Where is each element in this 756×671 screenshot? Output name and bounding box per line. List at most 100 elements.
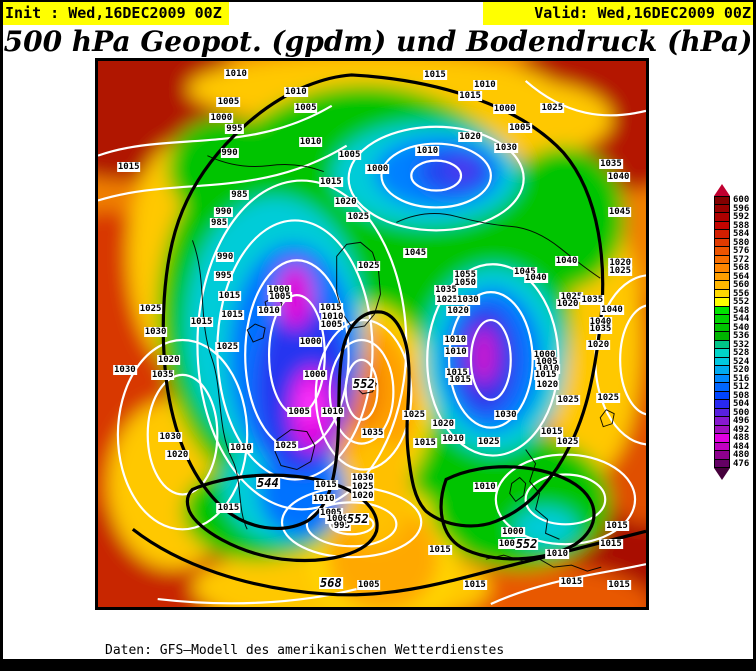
pressure-label: 1015 xyxy=(314,479,338,490)
colorbar-tick-label: 500 xyxy=(733,407,750,418)
colorbar-cell xyxy=(714,323,730,332)
pressure-label: 1015 xyxy=(533,369,558,380)
colorbar-cell xyxy=(714,213,730,222)
colorbar-arrow-up-icon xyxy=(714,184,730,196)
pressure-label: 995 xyxy=(225,123,244,134)
colorbar-cell xyxy=(714,383,730,392)
colorbar-cell xyxy=(714,255,730,264)
colorbar-cell xyxy=(714,366,730,375)
colorbar-tick-label: 524 xyxy=(733,356,750,367)
colorbar-tick-label: 572 xyxy=(733,254,750,265)
colorbar-cell xyxy=(714,247,730,256)
pressure-label: 1025 xyxy=(356,261,381,272)
pressure-label: 1020 xyxy=(446,306,470,317)
pressure-label: 1020 xyxy=(165,449,190,460)
pressure-label: 1025 xyxy=(138,303,163,314)
colorbar-tick-label: 564 xyxy=(733,271,750,282)
colorbar-tick-label: 568 xyxy=(733,263,750,273)
pressure-label: 1035 xyxy=(588,324,613,335)
height-contour-label: 552 xyxy=(345,511,370,526)
colorbar-tick-label: 504 xyxy=(733,399,750,409)
pressure-label: 1000 xyxy=(266,285,291,296)
pressure-label: 1005 xyxy=(337,150,362,161)
height-contour-label: 544 xyxy=(256,475,280,490)
colorbar-cell xyxy=(714,289,730,298)
pressure-label: 1040 xyxy=(600,304,624,315)
pressure-label: 1010 xyxy=(298,136,323,147)
pressure-label: 1015 xyxy=(458,90,482,101)
pressure-label: 1025 xyxy=(435,295,459,306)
pressure-label: 1010 xyxy=(473,80,497,91)
colorbar-labels: 600 596 592 588 584 580 576 572 568 564 560 556 552 5… xyxy=(733,196,755,468)
pressure-label: 1015 xyxy=(599,539,623,550)
pressure-label: 1025 xyxy=(346,211,371,222)
pressure-label: 1005 xyxy=(287,406,311,417)
pressure-label: 1010 xyxy=(443,335,468,345)
pressure-label: 990 xyxy=(214,206,233,217)
pressure-label: 1045 xyxy=(513,267,537,278)
colorbar-cell xyxy=(714,264,730,273)
pressure-label: 1020 xyxy=(431,418,456,429)
pressure-label: 1015 xyxy=(463,580,487,591)
colorbar-cell xyxy=(714,425,730,434)
pressure-label: 1020 xyxy=(535,379,560,390)
pressure-label: 1000 xyxy=(492,104,517,115)
pressure-label: 995 xyxy=(332,521,351,532)
colorbar-cell xyxy=(714,400,730,409)
init-timestamp: Init : Wed,16DEC2009 00Z xyxy=(3,2,229,25)
pressure-label: 1020 xyxy=(586,339,611,350)
colorbar-tick-label: 488 xyxy=(733,433,750,443)
pressure-label: 1015 xyxy=(559,576,584,587)
pressure-label: 1010 xyxy=(473,482,497,493)
colorbar-tick-label: 520 xyxy=(733,365,750,375)
pressure-label: 1015 xyxy=(605,521,629,532)
pressure-label: 985 xyxy=(209,217,229,228)
pressure-label: 1025 xyxy=(596,392,621,403)
pressure-label: 1025 xyxy=(540,102,565,113)
colorbar-cell xyxy=(714,221,730,230)
pressure-label: 1010 xyxy=(311,494,336,505)
valid-timestamp: Valid: Wed,16DEC2009 00Z xyxy=(483,2,753,25)
colorbar-tick-label: 540 xyxy=(733,322,750,333)
frame-right xyxy=(753,0,756,671)
frame-left xyxy=(0,0,3,671)
colorbar-cell xyxy=(714,459,730,468)
pressure-label: 1040 xyxy=(588,316,613,327)
pressure-label: 1025 xyxy=(274,441,298,452)
pressure-label: 1015 xyxy=(217,291,242,302)
colorbar-cell xyxy=(714,349,730,358)
pressure-label: 1015 xyxy=(216,502,241,513)
pressure-label: 1005 xyxy=(216,96,241,107)
pressure-label: 1015 xyxy=(189,316,214,327)
colorbar: 600 596 592 588 584 580 576 572 568 564 560 556 552 5… xyxy=(712,184,756,496)
pressure-label: 1000 xyxy=(532,349,557,360)
pressure-label: 985 xyxy=(230,190,249,201)
colorbar-cell xyxy=(714,230,730,239)
pressure-label: 1010 xyxy=(536,363,561,374)
pressure-label: 1025 xyxy=(608,266,633,277)
colorbar-tick-label: 556 xyxy=(733,288,750,299)
colorbar-tick-label: 596 xyxy=(733,203,750,214)
coastlines xyxy=(192,155,615,572)
pressure-label: 1025 xyxy=(402,409,427,420)
pressure-label: 1030 xyxy=(113,365,137,376)
page-title: 500 hPa Geopot. (gpdm) und Bodendruck (h… xyxy=(3,25,753,58)
colorbar-tick-label: 584 xyxy=(733,229,750,239)
pressure-label: 1045 xyxy=(403,248,428,259)
colorbar-tick-label: 508 xyxy=(733,390,750,401)
pressure-label: 1055 xyxy=(453,270,477,281)
colorbar-tick-label: 476 xyxy=(733,458,750,469)
colorbar-tick-label: 552 xyxy=(733,297,750,307)
colorbar-cell xyxy=(714,238,730,247)
pressure-label: 1045 xyxy=(607,207,632,218)
pressure-label: 1035 xyxy=(434,285,458,296)
colorbar-arrow-down-icon xyxy=(714,468,730,480)
pressure-label: 1050 xyxy=(453,278,477,289)
colorbar-tick-label: 532 xyxy=(733,339,750,350)
pressure-label: 1040 xyxy=(606,171,631,182)
pressure-label: 1020 xyxy=(555,298,580,309)
pressure-label: 1040 xyxy=(554,256,579,267)
pressure-label: 1020 xyxy=(608,258,633,269)
pressure-label: 1015 xyxy=(607,580,631,591)
pressure-label: 1010 xyxy=(441,434,465,445)
